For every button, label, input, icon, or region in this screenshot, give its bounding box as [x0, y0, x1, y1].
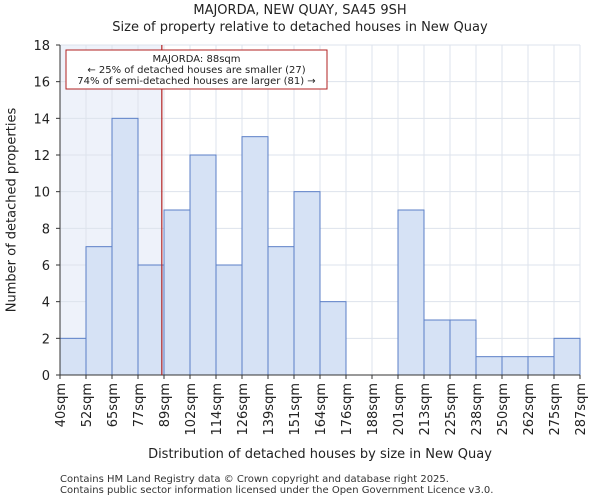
histogram-bar	[163, 209, 191, 376]
y-tick-label: 18	[33, 39, 50, 54]
histogram-bar	[215, 264, 243, 376]
x-tick-label: 114sqm	[210, 383, 225, 436]
y-tick-label: 2	[42, 332, 50, 347]
histogram-bar	[553, 337, 581, 376]
chart-title: MAJORDA, NEW QUAY, SA45 9SH	[193, 3, 407, 18]
histogram-chart: 0 2 4 6 8 10 12 14 16 18 40sqm 52sqm 65sqm 77sqm 89sqm…	[33, 39, 589, 436]
y-axis-label: Number of detached properties	[4, 107, 20, 313]
annotation-box	[65, 49, 328, 90]
x-tick-label: 65sqm	[106, 383, 121, 427]
y-tick-label: 0	[42, 369, 50, 384]
x-axis-label: Distribution of detached houses by size …	[148, 447, 492, 462]
histogram-bar	[137, 264, 165, 376]
histogram-bar	[59, 337, 87, 376]
histogram-bar	[449, 319, 477, 376]
histogram-bar	[189, 154, 217, 376]
x-tick-label: 262sqm	[522, 383, 537, 436]
x-tick-label: 213sqm	[418, 383, 433, 436]
x-tick-label: 89sqm	[158, 383, 173, 427]
x-tick-label: 238sqm	[470, 383, 485, 436]
histogram-bar	[527, 356, 555, 376]
histogram-bar	[293, 191, 321, 376]
y-tick-label: 14	[33, 112, 50, 127]
histogram-bar	[85, 246, 113, 376]
y-tick-label: 10	[33, 186, 50, 201]
histogram-bar	[267, 246, 295, 376]
x-tick-label: 201sqm	[392, 383, 407, 436]
histogram-bar	[241, 136, 269, 376]
x-tick-label: 287sqm	[574, 383, 589, 436]
histogram-bar	[397, 209, 425, 376]
histogram-bar	[111, 117, 139, 376]
x-tick-label: 40sqm	[54, 383, 69, 427]
annotation-text: ← 25% of detached houses are smaller (27…	[87, 65, 305, 76]
x-tick-label: 126sqm	[236, 383, 251, 436]
annotation-text: 74% of semi-detached houses are larger (…	[77, 76, 315, 87]
y-tick-label: 4	[42, 296, 50, 311]
y-tick-label: 12	[33, 149, 50, 164]
x-tick-label: 151sqm	[288, 383, 303, 436]
x-tick-label: 188sqm	[366, 383, 381, 436]
footer-line-1: Contains HM Land Registry data © Crown c…	[60, 474, 449, 485]
histogram-bar	[475, 356, 503, 376]
x-tick-label: 102sqm	[184, 383, 199, 436]
histogram-bar	[423, 319, 451, 376]
annotation-text: MAJORDA: 88sqm	[153, 54, 241, 65]
x-tick-label: 250sqm	[496, 383, 511, 436]
y-tick-label: 6	[42, 259, 50, 274]
chart-subtitle: Size of property relative to detached ho…	[112, 20, 488, 35]
x-tick-label: 77sqm	[132, 383, 147, 427]
footer-line-2: Contains public sector information licen…	[60, 485, 494, 496]
y-tick-label: 16	[33, 76, 50, 91]
histogram-bar	[501, 356, 529, 376]
histogram-bar	[319, 301, 347, 376]
x-tick-label: 275sqm	[548, 383, 563, 436]
x-tick-label: 164sqm	[314, 383, 329, 436]
x-tick-label: 176sqm	[340, 383, 355, 436]
y-tick-label: 8	[42, 222, 50, 237]
x-tick-label: 52sqm	[80, 383, 95, 427]
x-tick-label: 139sqm	[262, 383, 277, 436]
x-tick-label: 225sqm	[444, 383, 459, 436]
